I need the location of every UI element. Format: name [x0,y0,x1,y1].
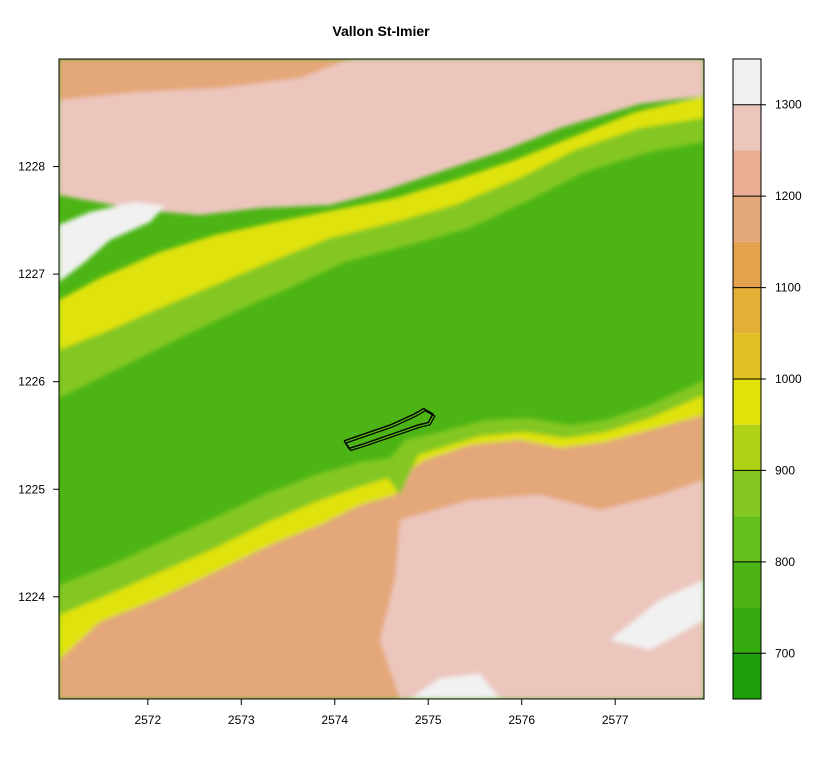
colorbar-segment [733,242,761,288]
colorbar-segment [733,150,761,196]
colorbar-segment [733,379,761,425]
colorbar-segment [733,562,761,608]
colorbar: 700 800 900 1000 1100 1200 1300 [733,59,802,699]
colorbar-segment [733,333,761,379]
y-tick-label: 1224 [18,590,45,604]
colorbar-tick-label: 900 [775,463,795,477]
colorbar-tick-label: 1200 [775,189,802,203]
x-tick-label: 2574 [321,713,348,727]
colorbar-segment [733,470,761,516]
colorbar-segment [733,516,761,562]
elevation-band-south-ridge [380,480,704,699]
colorbar-tick-label: 1000 [775,372,802,386]
colorbar-tick-label: 800 [775,555,795,569]
x-tick-label: 2577 [602,713,629,727]
colorbar-tick-label: 1300 [775,98,802,112]
y-tick-label: 1225 [18,482,45,496]
x-tick-label: 2576 [508,713,535,727]
y-axis: 1224 1225 1226 1227 1228 [18,160,59,604]
colorbar-segment [733,59,761,105]
colorbar-segment [733,653,761,699]
y-tick-label: 1228 [18,160,45,174]
y-tick-label: 1226 [18,375,45,389]
y-tick-label: 1227 [18,267,45,281]
x-tick-label: 2575 [415,713,442,727]
colorbar-tick-label: 700 [775,646,795,660]
colorbar-segment [733,105,761,151]
colorbar-segment [733,288,761,334]
chart-title: Vallon St-Imier [332,23,430,39]
x-axis: 2572 2573 2574 2575 2576 2577 [134,699,628,727]
colorbar-tick-label: 1100 [775,281,801,295]
colorbar-segment [733,608,761,654]
colorbar-segment [733,425,761,471]
x-tick-label: 2573 [228,713,255,727]
plot-area [59,59,704,699]
colorbar-segment [733,196,761,242]
x-tick-label: 2572 [134,713,161,727]
